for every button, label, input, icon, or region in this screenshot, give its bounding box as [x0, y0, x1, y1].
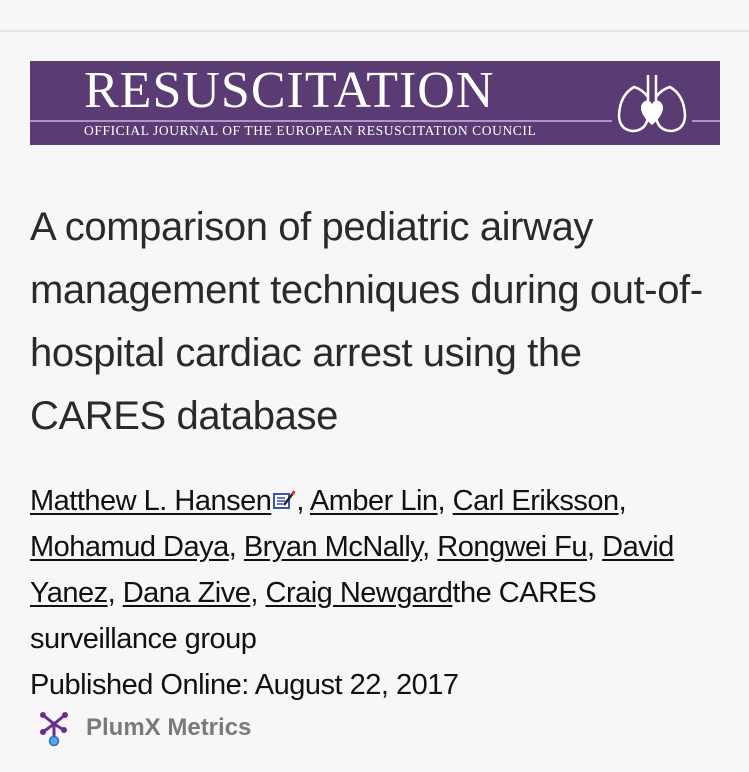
journal-banner[interactable]: RESUSCITATION OFFICIAL JOURNAL OF THE EU… — [30, 61, 720, 145]
journal-subtitle: OFFICIAL JOURNAL OF THE EUROPEAN RESUSCI… — [84, 123, 537, 138]
email-author-icon[interactable] — [272, 489, 296, 511]
author-link[interactable]: Rongwei Fu — [437, 531, 587, 563]
banner-rule — [30, 120, 720, 122]
author-link[interactable]: Matthew L. Hansen — [30, 485, 272, 517]
author-link[interactable]: Dana Zive — [122, 577, 251, 609]
author-separator: , — [437, 485, 453, 517]
published-date: Published Online: August 22, 2017 — [30, 669, 459, 701]
author-link[interactable]: Craig Newgard — [265, 577, 453, 609]
author-link[interactable]: Carl Eriksson — [452, 485, 619, 517]
author-separator: , — [296, 485, 310, 517]
author-separator: , — [250, 577, 266, 609]
author-separator: , — [228, 531, 244, 563]
author-separator: , — [618, 485, 627, 517]
author-group: the CARES surveillance group — [30, 577, 597, 655]
author-list: Matthew L. Hansen , Amber Lin, Carl Erik… — [30, 478, 730, 662]
author-link[interactable]: Bryan McNally — [243, 531, 423, 563]
author-separator: , — [587, 531, 603, 563]
journal-name: RESUSCITATION — [84, 62, 495, 119]
plumx-metrics-link[interactable]: PlumX Metrics — [38, 708, 251, 748]
plumx-icon — [40, 712, 68, 747]
author-link[interactable]: Amber Lin — [309, 485, 438, 517]
author-link[interactable]: Mohamud Daya — [30, 531, 229, 563]
author-separator: , — [422, 531, 438, 563]
author-separator: , — [107, 577, 123, 609]
article-title: A comparison of pediatric airway managem… — [30, 205, 703, 438]
top-divider — [0, 30, 749, 32]
plumx-label: PlumX Metrics — [86, 714, 252, 741]
lungs-heart-logo-icon — [612, 67, 692, 139]
author-link[interactable]: David Yanez — [30, 531, 674, 609]
